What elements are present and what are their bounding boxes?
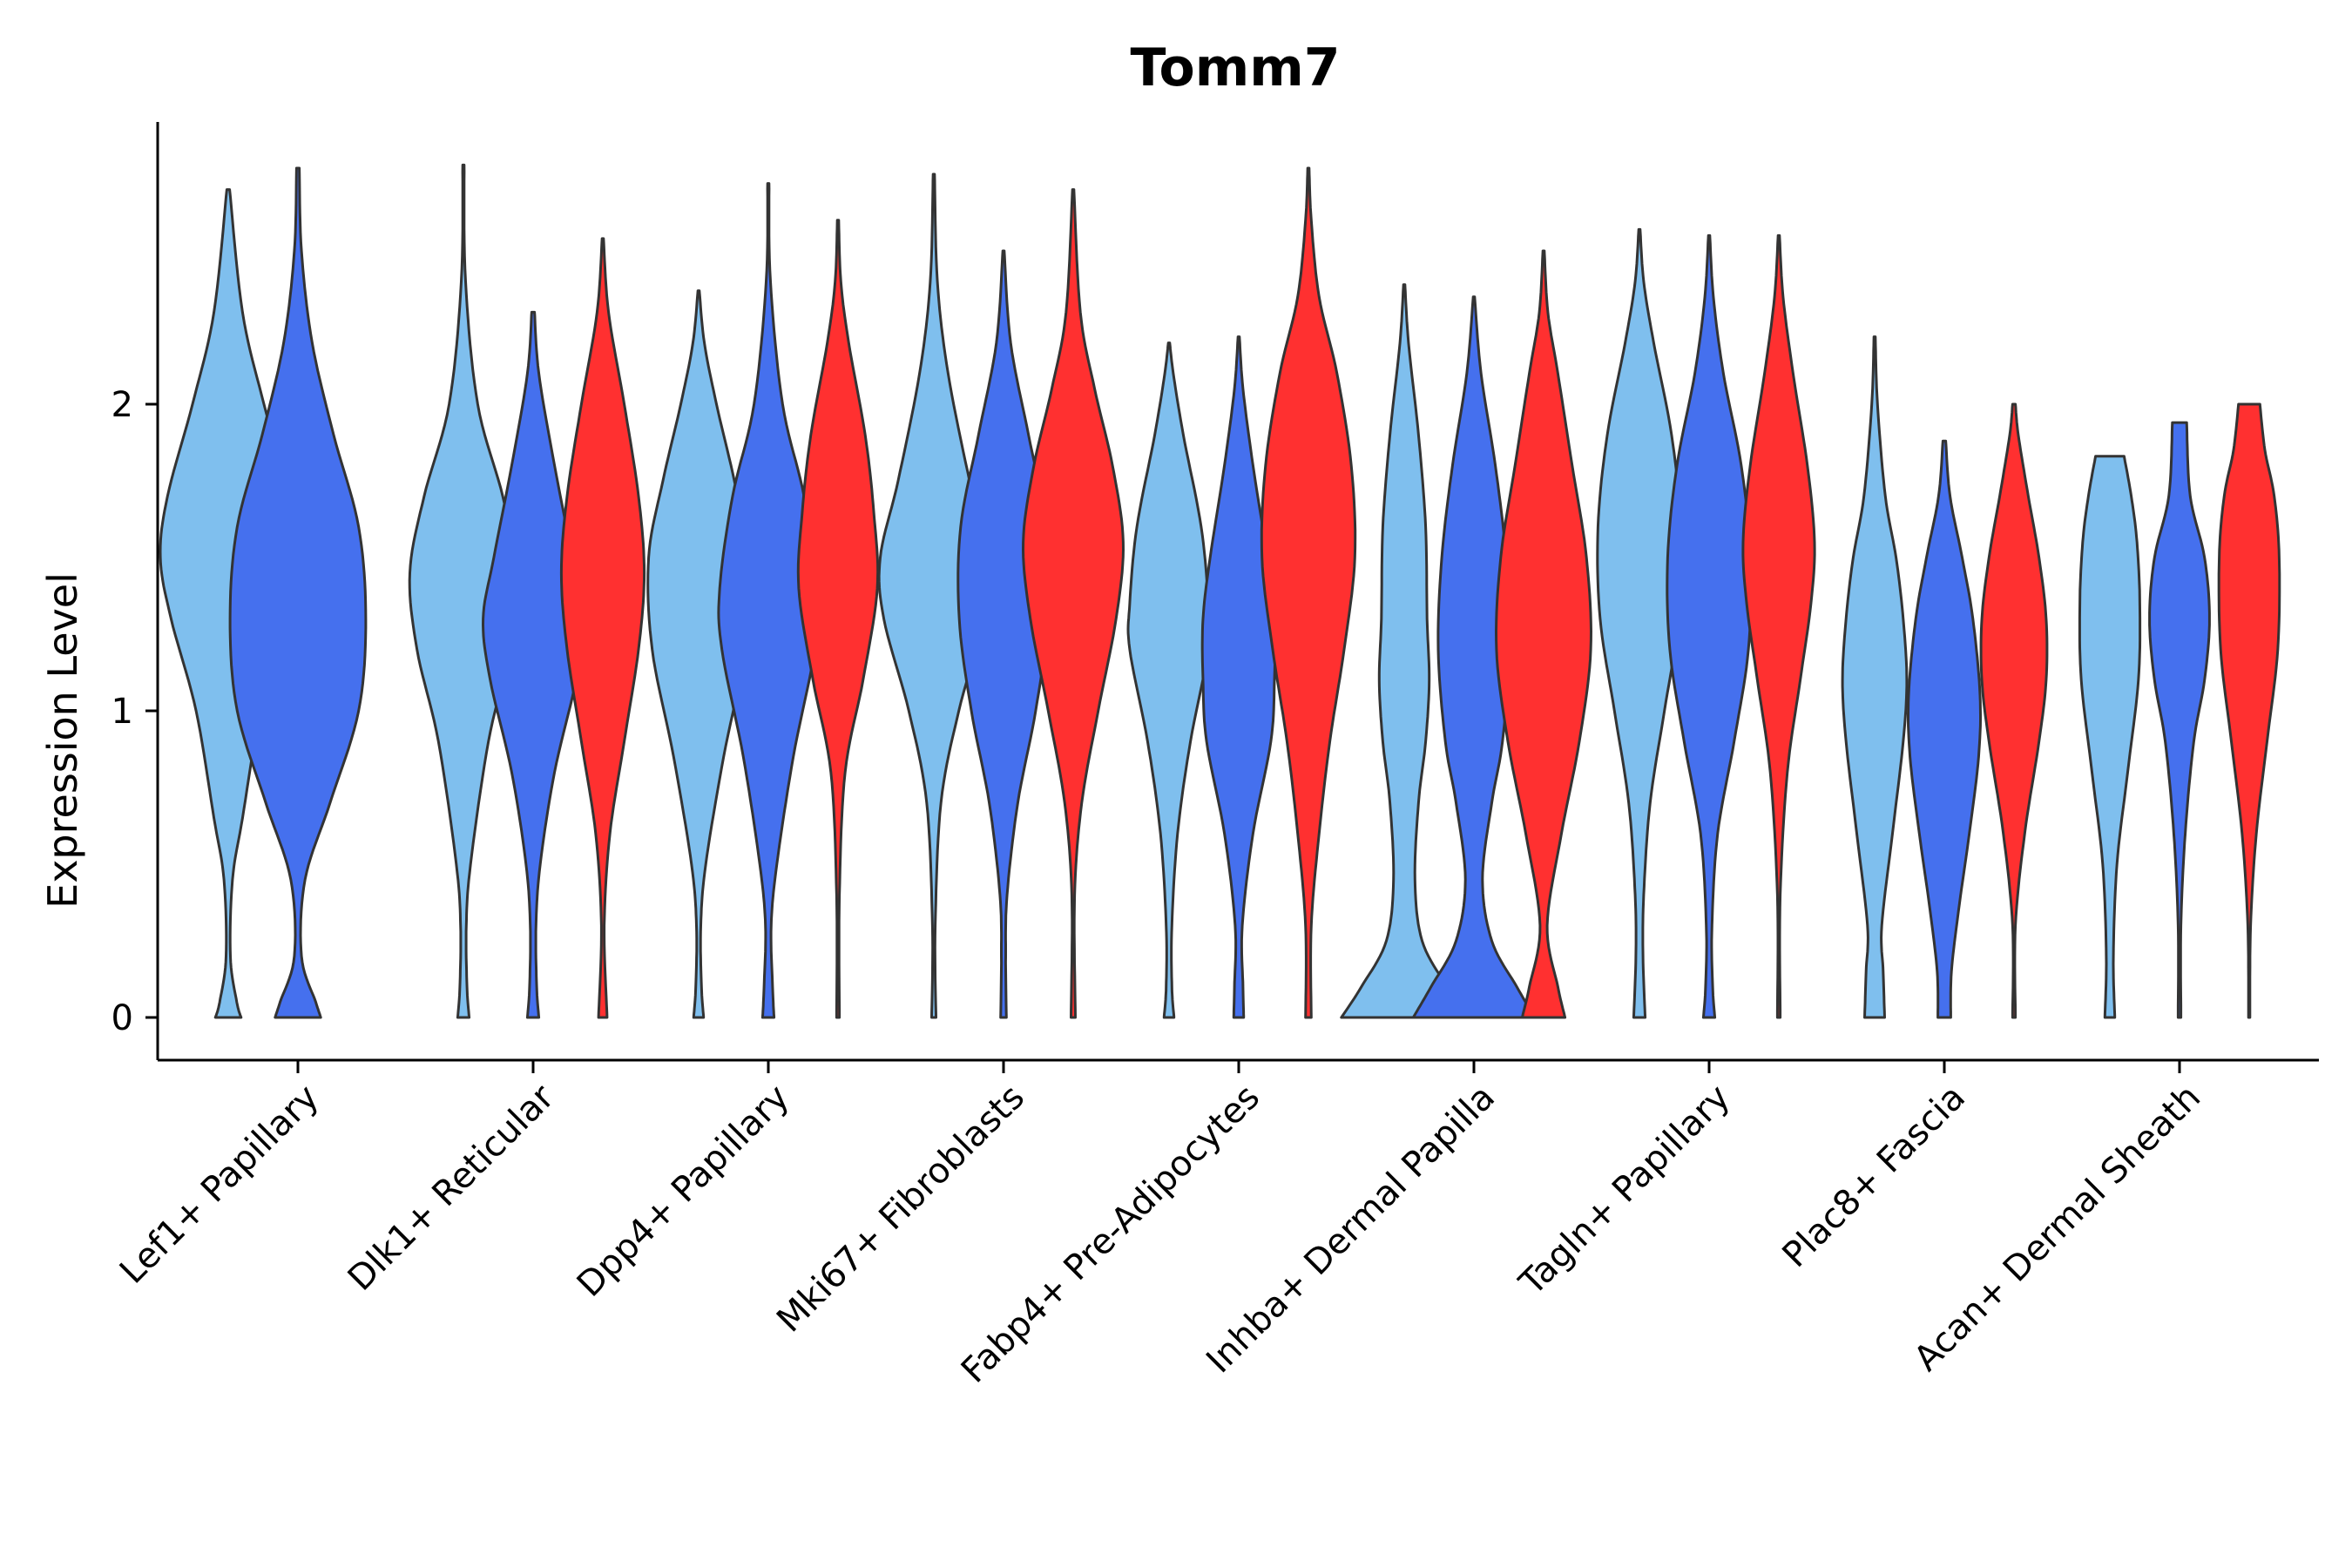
violin-tagln-papillary-group-3 [1741,233,1816,1019]
y-tick-label-2: 2 [112,385,133,425]
violin-acan-dermal-sheath-group-2 [2148,421,2211,1019]
violin-group [159,163,2281,1019]
violin-dpp4-papillary-group-3 [796,219,880,1019]
violin-plac8-fascia-group-3 [1979,402,2049,1019]
violin-inhba-dermal-papilla-group-2 [1411,295,1537,1019]
violin-mki67-fibroblasts-group-3 [1022,188,1125,1019]
violin-dpp4-papillary-group-2 [717,182,820,1019]
y-tick-label-0: 0 [112,998,133,1038]
violin-lef1-papillary-group-1 [159,188,298,1019]
violin-mki67-fibroblasts-group-2 [956,249,1051,1019]
violin-plac8-fascia-group-1 [1841,335,1909,1019]
violin-dlk1-reticular-group-2 [482,310,585,1019]
violin-fabp4-pre-adipocytes-group-2 [1200,335,1277,1019]
chart-title: Tomm7 [1131,37,1341,98]
violin-plac8-fascia-group-2 [1907,439,1982,1019]
violin-dlk1-reticular-group-1 [408,163,519,1019]
y-tick-label-1: 1 [112,692,133,732]
violin-mki67-fibroblasts-group-1 [877,172,990,1019]
violin-dpp4-papillary-group-1 [646,289,751,1019]
violin-tagln-papillary-group-1 [1596,227,1683,1019]
violin-tagln-papillary-group-2 [1666,233,1753,1019]
violin-fabp4-pre-adipocytes-group-3 [1260,166,1357,1019]
violin-fabp4-pre-adipocytes-group-1 [1126,341,1212,1019]
y-ticks: 0 1 2 [112,385,158,1038]
violin-inhba-dermal-papilla-group-3 [1495,249,1592,1019]
violin-inhba-dermal-papilla-group-1 [1340,283,1469,1019]
violin-dlk1-reticular-group-3 [559,237,646,1019]
violin-acan-dermal-sheath-group-3 [2217,402,2281,1019]
violin-acan-dermal-sheath-group-1 [2078,455,2142,1019]
y-axis-label: Expression Level [39,572,86,909]
violin-lef1-papillary-group-2 [228,166,368,1019]
